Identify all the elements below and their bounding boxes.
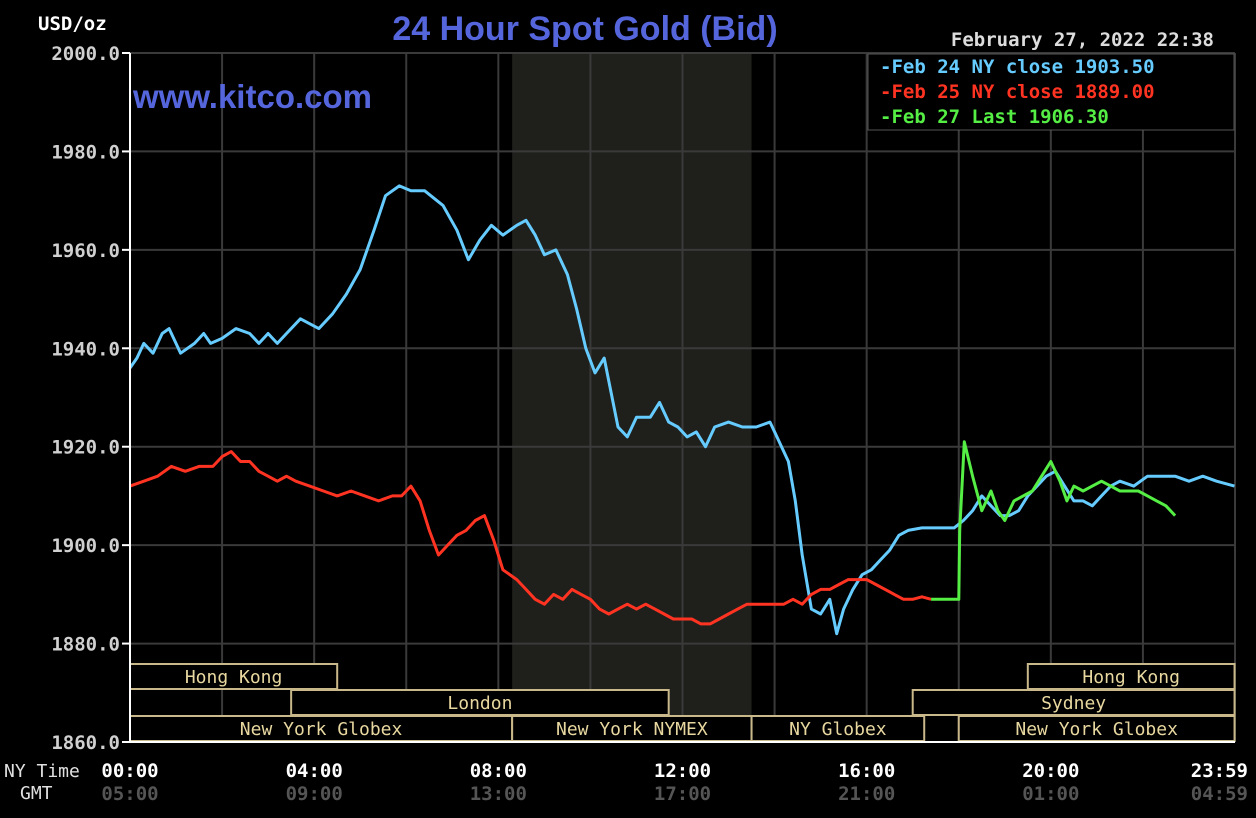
x2-tick-label: 01:00 [1022,783,1079,805]
x-row-label-gmt: GMT [20,783,53,804]
x-row-label-ny: NY Time [4,761,80,782]
session-label: Hong Kong [185,667,283,688]
x-tick-label: 04:00 [286,760,343,782]
y-tick-label: 1920.0 [51,437,120,459]
session-label: NY Globex [789,719,887,740]
y-tick-label: 1860.0 [51,732,120,754]
legend-item: -Feb 25 NY close 1889.00 [880,81,1155,103]
y-axis-label: USD/oz [38,13,107,35]
y-tick-labels: 2000.0 1980.0 1960.0 1940.0 1920.0 1900.0 1880… [51,43,120,754]
x-tick-label: 20:00 [1022,760,1079,782]
x2-tick-label: 21:00 [838,783,895,805]
nymex-session-shade [512,53,752,742]
y-tick-label: 1900.0 [51,535,120,557]
y-tick-label: 1940.0 [51,338,120,360]
price-series [128,184,1235,636]
session-box [290,689,670,716]
legend-item: -Feb 27 Last 1906.30 [880,106,1109,128]
session-box [511,715,753,742]
session-box [129,715,514,742]
trading-sessions: Hong Kong London New York Globex New York N… [129,663,1236,742]
session-label: New York Globex [240,719,403,740]
x-tick-label: 08:00 [470,760,527,782]
y-tick-label: 1960.0 [51,240,120,262]
x-tick-label: 00:00 [101,760,158,782]
x2-tick-label: 09:00 [286,783,343,805]
session-label: London [447,693,512,714]
y-tick-label: 1880.0 [51,634,120,656]
legend-items: -Feb 24 NY close 1903.50 -Feb 25 NY close… [880,56,1155,128]
x-tick-label: 23:59 [1191,760,1248,782]
axes [122,52,1235,743]
legend-item: -Feb 24 NY close 1903.50 [880,56,1155,78]
x-tick-label: 16:00 [838,760,895,782]
session-label: New York Globex [1015,719,1178,740]
x-tick-labels: 00:00 04:00 08:00 12:00 16:00 20:00 23:59 05:00… [101,760,1248,805]
x2-tick-label: 04:59 [1191,783,1248,805]
x-tick-label: 12:00 [654,760,711,782]
session-label: Sydney [1041,693,1106,714]
timestamp: February 27, 2022 22:38 [951,29,1214,51]
series-line [129,450,932,626]
chart-title: 24 Hour Spot Gold (Bid) [392,10,777,48]
x2-tick-label: 13:00 [470,783,527,805]
session-label: New York NYMEX [556,719,708,740]
y-tick-label: 1980.0 [51,141,120,163]
y-tick-label: 2000.0 [51,43,120,65]
x2-tick-label: 05:00 [101,783,158,805]
session-label: Hong Kong [1082,667,1180,688]
legend: -Feb 24 NY close 1903.50 -Feb 25 NY close… [867,53,1235,131]
legend-box [867,53,1235,131]
watermark-text: www.kitco.com [132,78,372,115]
session-box [129,663,339,690]
series-line [931,440,1177,601]
x2-tick-label: 17:00 [654,783,711,805]
